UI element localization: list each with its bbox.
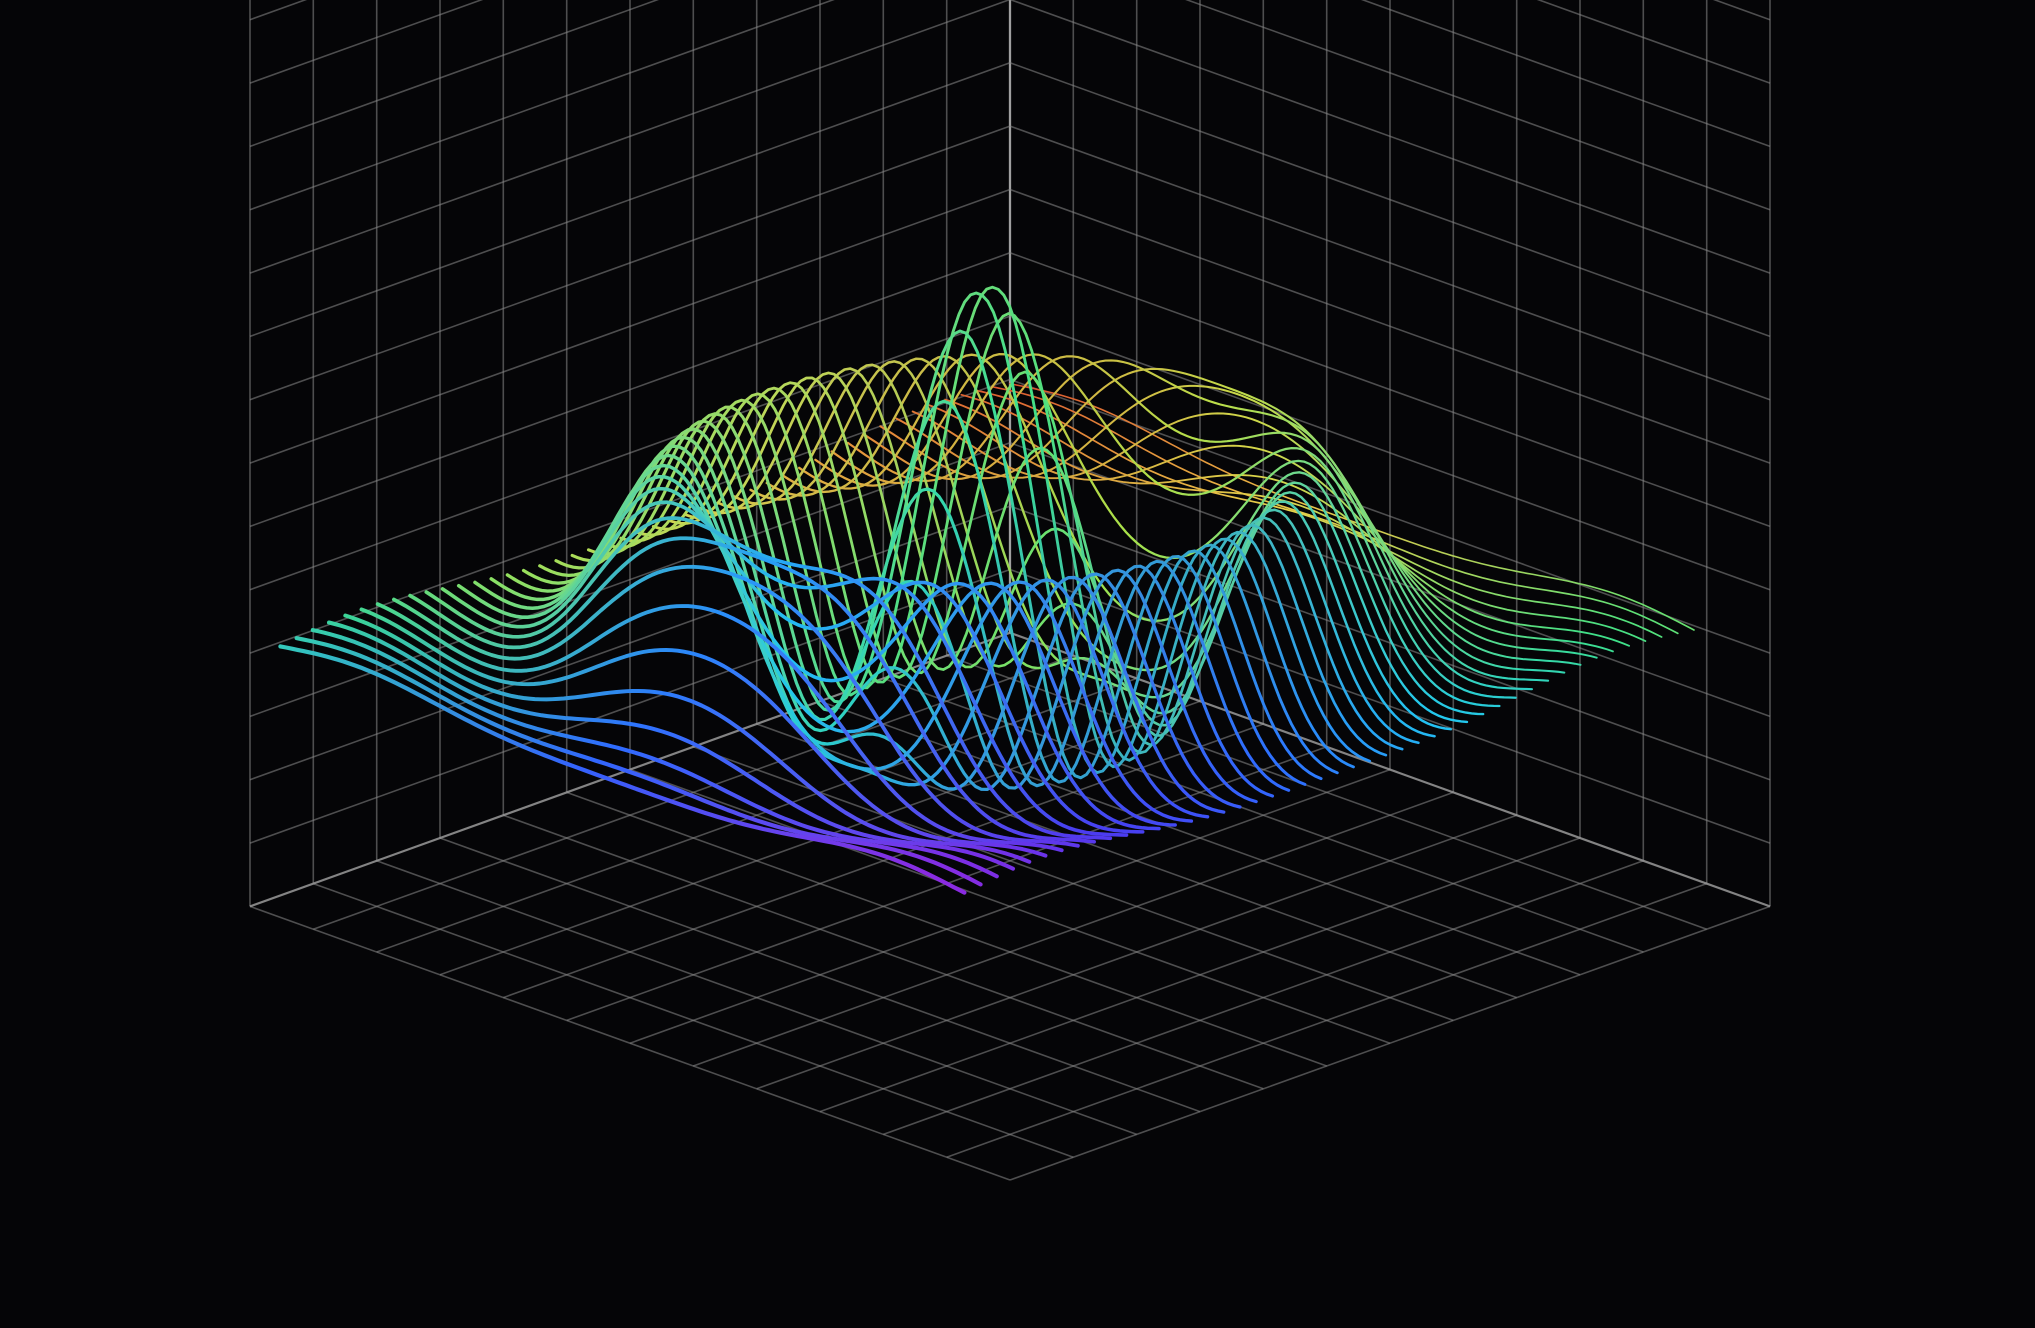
wall-gridline bbox=[249, 632, 1011, 908]
wall-gridline bbox=[1009, 62, 1771, 338]
surface-row-line bbox=[326, 620, 1016, 871]
surface-row-line bbox=[716, 367, 1404, 751]
floor-gridline bbox=[946, 654, 1707, 930]
wall-gridline bbox=[249, 125, 1011, 401]
wall-gridline bbox=[1009, 505, 1771, 781]
surface-row-line bbox=[359, 607, 1048, 858]
surface-row-line bbox=[456, 486, 1145, 834]
wall-gridline bbox=[1009, 188, 1771, 464]
surface-row-line bbox=[651, 285, 1339, 775]
wall-gridline bbox=[249, 315, 1011, 591]
wall-gridline bbox=[1009, 0, 1771, 274]
surface-wireframe bbox=[278, 285, 1695, 895]
floor-gridline bbox=[883, 677, 1644, 953]
surface-row-line bbox=[619, 329, 1307, 786]
wall-gridline bbox=[1009, 125, 1771, 401]
wall-gridline bbox=[249, 442, 1011, 718]
surface-row-line bbox=[310, 628, 999, 879]
surface-row-line bbox=[635, 291, 1323, 781]
wall-gridline bbox=[249, 505, 1011, 781]
surface-row-line bbox=[603, 399, 1291, 792]
surface-row-line bbox=[944, 398, 1631, 647]
surface-row-line bbox=[911, 410, 1598, 659]
wall-gridline bbox=[249, 62, 1011, 338]
wall-gridline bbox=[1536, 0, 1771, 84]
wall-gridline bbox=[1360, 0, 1771, 148]
wall-gridline bbox=[249, 0, 484, 84]
wall-gridline bbox=[1009, 315, 1771, 591]
wall-gridline bbox=[1185, 0, 1771, 211]
surface-row-line bbox=[408, 536, 1096, 844]
axes-grid-box bbox=[249, 0, 1771, 1181]
surface-row-line bbox=[830, 353, 1517, 699]
wall-gridline bbox=[249, 188, 1011, 464]
wall-gridline bbox=[1009, 252, 1771, 528]
surface-row-line bbox=[294, 636, 983, 887]
surface-row-line bbox=[424, 516, 1113, 841]
surface-row-line bbox=[392, 564, 1080, 848]
surface-row-line bbox=[375, 602, 1064, 853]
surface-row-line bbox=[846, 355, 1533, 691]
surface-row-line bbox=[879, 367, 1566, 674]
floor-gridline bbox=[313, 654, 1074, 930]
surface-row-line bbox=[343, 613, 1032, 864]
surface-row-line bbox=[440, 500, 1129, 837]
surface-row-line bbox=[733, 363, 1420, 745]
wall-gridline bbox=[249, 0, 660, 148]
surface-row-line bbox=[278, 644, 967, 895]
wall-gridline bbox=[249, 252, 1011, 528]
wall-gridline bbox=[249, 0, 835, 211]
wall-gridline bbox=[249, 0, 1011, 274]
